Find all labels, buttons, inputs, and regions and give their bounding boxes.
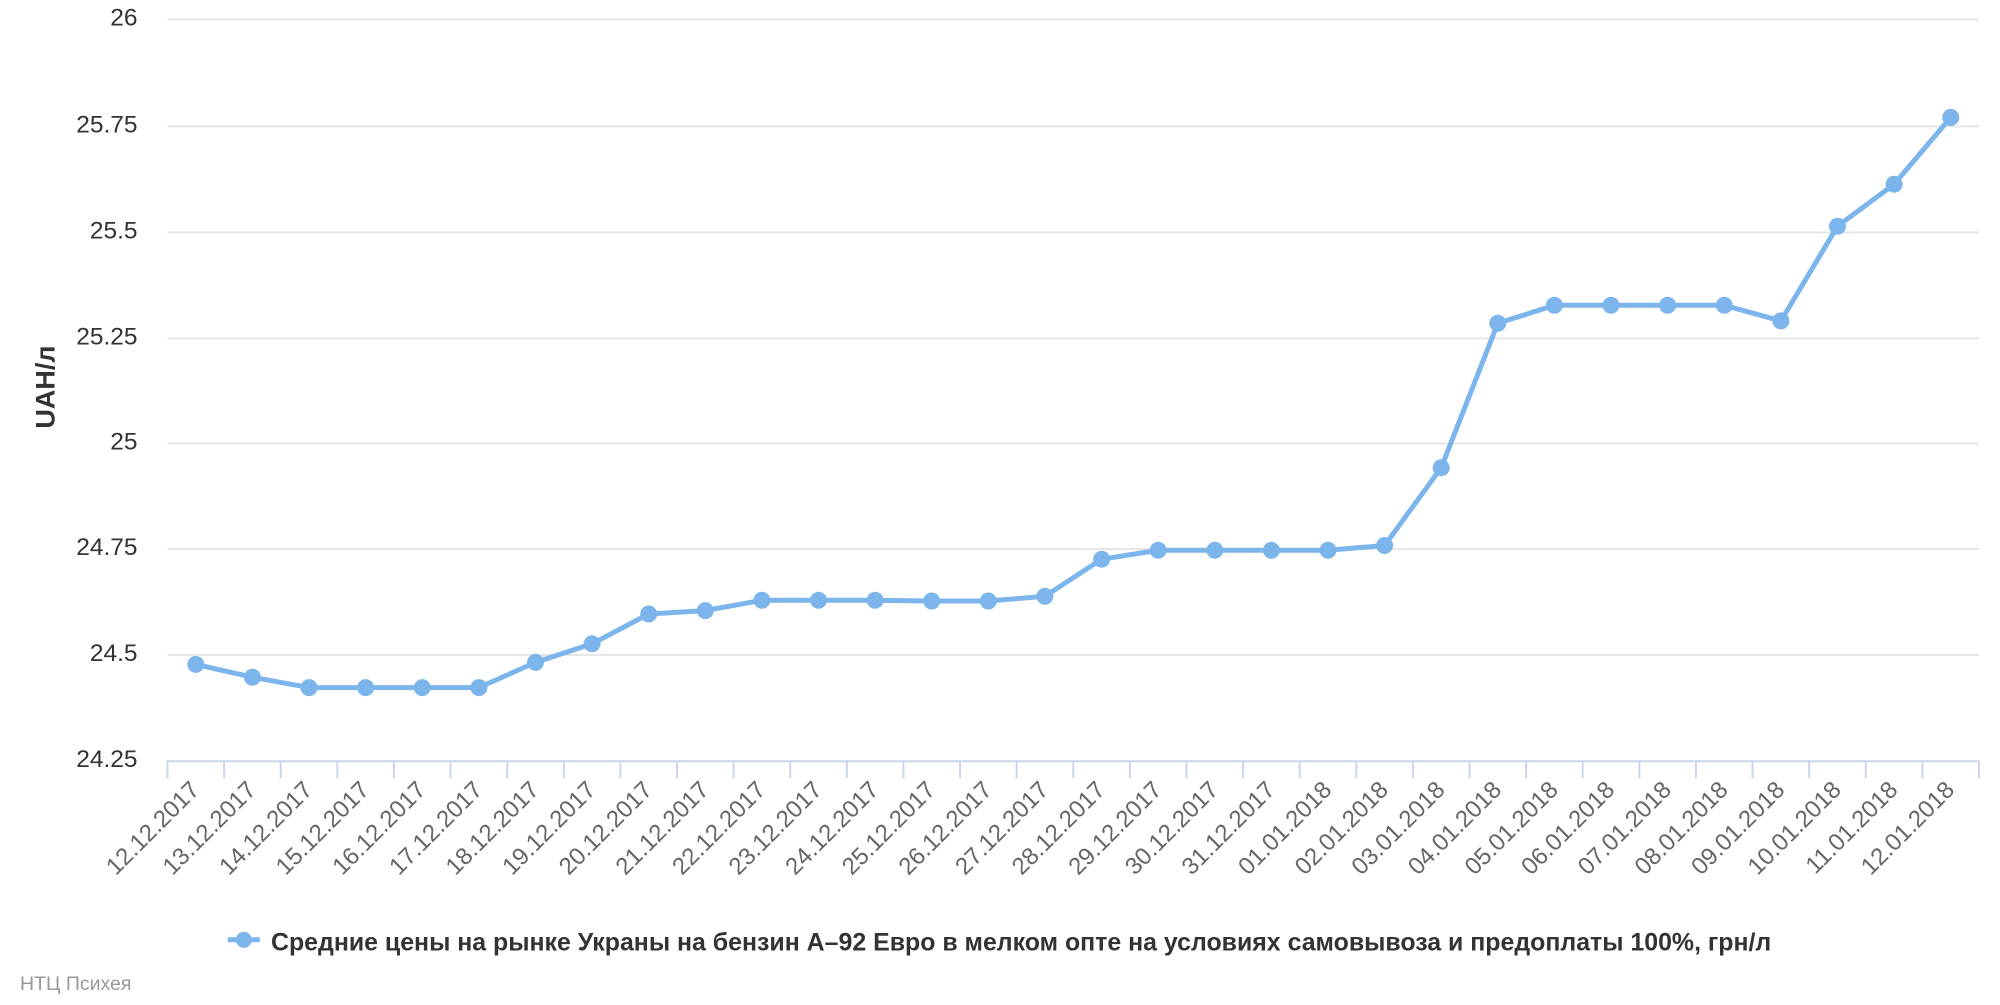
svg-text:25.25: 25.25 — [76, 324, 137, 351]
svg-text:UAH/л: UAH/л — [31, 345, 61, 428]
svg-text:Средние цены на рынке Украны н: Средние цены на рынке Украны на бензин А… — [271, 929, 1771, 957]
svg-text:24.75: 24.75 — [76, 534, 137, 561]
svg-text:25: 25 — [110, 429, 137, 456]
svg-text:24.25: 24.25 — [76, 746, 137, 773]
svg-text:24.5: 24.5 — [90, 640, 138, 667]
svg-text:26: 26 — [110, 5, 137, 32]
svg-text:25.75: 25.75 — [76, 111, 137, 138]
svg-text:25.5: 25.5 — [90, 218, 138, 245]
svg-text:НТЦ Психея: НТЦ Психея — [20, 973, 131, 995]
